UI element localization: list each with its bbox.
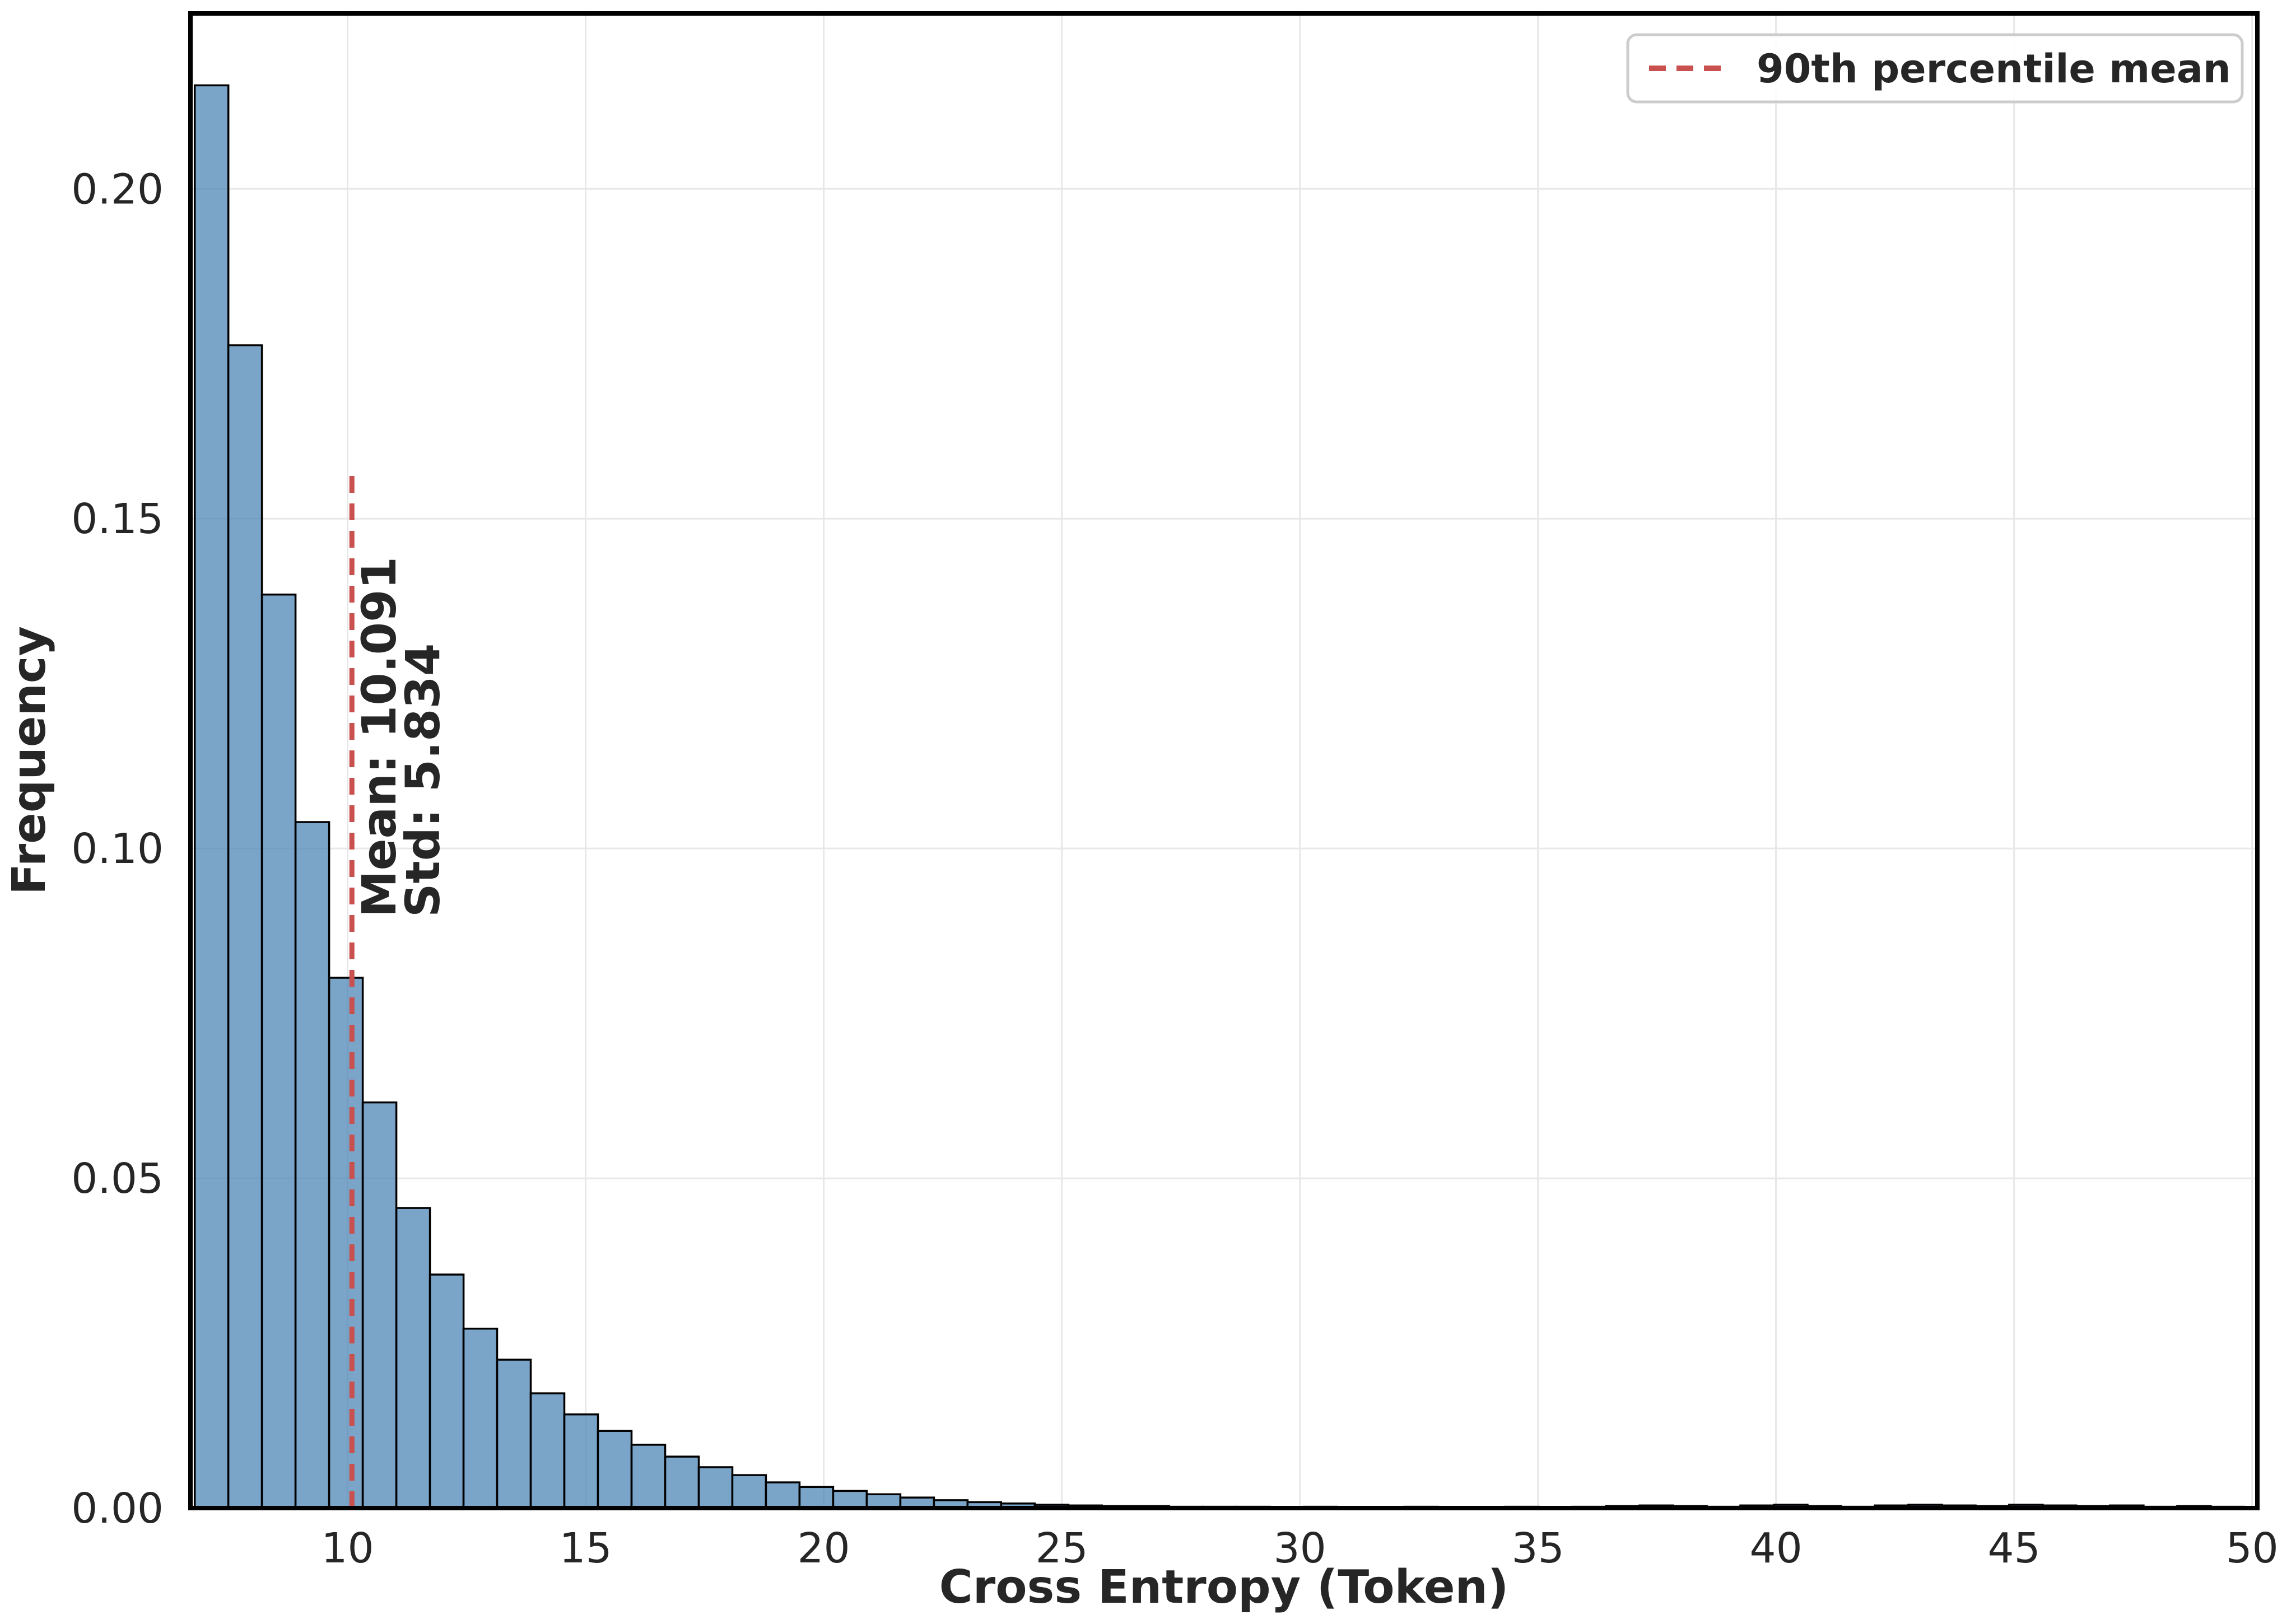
legend-box [1626,33,2244,104]
plot-border [188,11,2260,1510]
x-tick-label: 40 [1750,1524,1803,1572]
x-tick-label: 35 [1512,1524,1564,1572]
histogram-bar [227,344,263,1509]
histogram-bar [361,1101,398,1509]
histogram-bar [395,1207,431,1509]
x-tick-label: 15 [559,1524,612,1572]
histogram-bar [496,1359,532,1509]
annotation-std: Std: 5.834 [395,643,450,917]
histogram-bar [832,1490,868,1509]
x-tick-label: 30 [1273,1524,1326,1572]
histogram-bar [664,1455,700,1509]
y-axis-label: Frequency [3,626,56,895]
y-tick-label: 0.10 [71,825,164,873]
legend: 90th percentile mean [1626,33,2244,104]
histogram-bar [529,1392,566,1509]
y-tick-label: 0.15 [71,495,164,543]
histogram-bar [429,1273,465,1509]
y-tick-labels: 0.00 0.05 0.10 0.15 0.20 [71,165,164,1533]
histogram-bar [294,821,330,1509]
legend-label: 90th percentile mean [1757,46,2231,92]
histogram-bar [597,1430,633,1509]
histogram-bar [260,593,297,1509]
x-axis-label: Cross Entropy (Token) [939,1561,1509,1614]
x-tick-label: 20 [797,1524,850,1572]
x-tick-labels: 10 15 20 25 30 35 40 45 50 [321,1524,2278,1572]
x-tick-label: 50 [2226,1524,2279,1572]
x-tick-label: 25 [1035,1524,1088,1572]
histogram-bar [563,1413,599,1509]
histogram-bar [765,1481,801,1509]
annotation-mean: Mean: 10.091 [352,557,407,917]
y-tick-label: 0.05 [71,1155,164,1203]
y-tick-label: 0.20 [71,165,164,213]
histogram-bar [462,1327,499,1509]
histogram-bar [630,1444,667,1509]
histogram-bar [731,1474,767,1509]
grid-layer [190,13,2257,1508]
histogram-bar [328,977,364,1509]
histogram-bar [798,1486,835,1509]
y-tick-label: 0.00 [71,1485,164,1533]
x-tick-label: 45 [1988,1524,2041,1572]
x-tick-label: 10 [321,1524,374,1572]
histogram-bar [193,84,230,1509]
histogram-bar [697,1466,734,1509]
